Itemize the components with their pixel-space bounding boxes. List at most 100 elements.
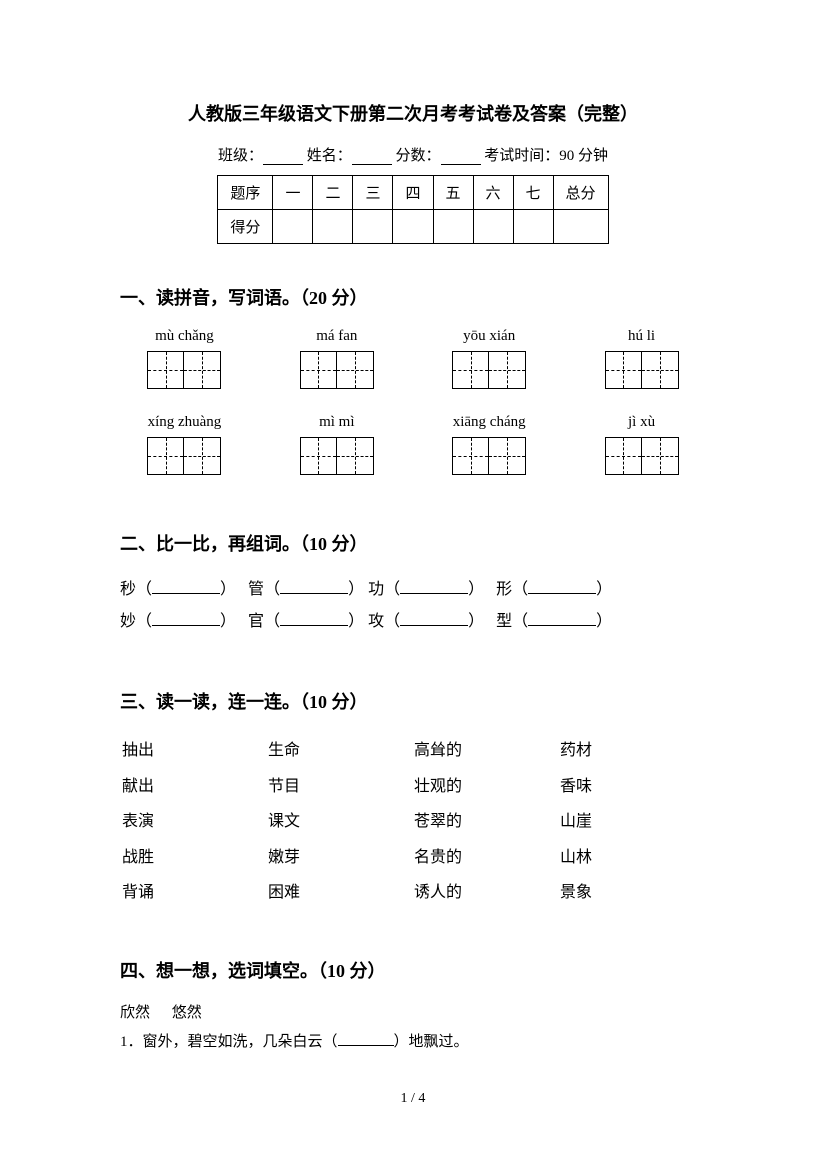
name-label: 姓名： bbox=[307, 148, 352, 164]
header-cell: 四 bbox=[393, 176, 433, 210]
pinyin-item: xíng zhuàng bbox=[120, 414, 249, 475]
match-cell: 表演 bbox=[122, 805, 266, 839]
page-footer: 1 / 4 bbox=[120, 1091, 706, 1107]
score-row-label: 得分 bbox=[218, 210, 273, 244]
class-label: 班级： bbox=[218, 148, 263, 164]
pinyin-item: hú li bbox=[577, 328, 706, 389]
word-option: 欣然 bbox=[120, 1005, 150, 1021]
pinyin-text: mì mì bbox=[319, 414, 354, 431]
header-cell: 六 bbox=[473, 176, 513, 210]
compare-char: 管 bbox=[248, 581, 264, 598]
char-box[interactable] bbox=[147, 351, 221, 389]
compare-char: 功 bbox=[368, 581, 384, 598]
header-cell: 总分 bbox=[553, 176, 608, 210]
blank[interactable] bbox=[152, 580, 220, 594]
section3-heading: 三、读一读，连一连。（10 分） bbox=[120, 688, 706, 714]
match-row: 献出 节目 壮观的 香味 bbox=[122, 770, 704, 804]
score-label: 分数： bbox=[396, 148, 441, 164]
header-cell: 一 bbox=[273, 176, 313, 210]
pinyin-text: yōu xián bbox=[463, 328, 515, 345]
char-box[interactable] bbox=[300, 437, 374, 475]
info-line: 班级： 姓名： 分数： 考试时间：90 分钟 bbox=[120, 144, 706, 165]
char-box[interactable] bbox=[605, 437, 679, 475]
pinyin-row-2: xíng zhuàng mì mì xiāng cháng jì xù bbox=[120, 414, 706, 475]
match-cell: 背诵 bbox=[122, 876, 266, 910]
score-cell[interactable] bbox=[473, 210, 513, 244]
pinyin-item: mù chǎng bbox=[120, 328, 249, 389]
compare-char: 型 bbox=[496, 613, 512, 630]
header-cell: 五 bbox=[433, 176, 473, 210]
match-cell: 壮观的 bbox=[414, 770, 558, 804]
score-cell[interactable] bbox=[393, 210, 433, 244]
match-row: 抽出 生命 高耸的 药材 bbox=[122, 734, 704, 768]
pinyin-text: xiāng cháng bbox=[453, 414, 526, 431]
pinyin-item: jì xù bbox=[577, 414, 706, 475]
page-title: 人教版三年级语文下册第二次月考考试卷及答案（完整） bbox=[120, 100, 706, 126]
char-box[interactable] bbox=[452, 437, 526, 475]
sentence-number: 1． bbox=[120, 1034, 143, 1050]
match-table: 抽出 生命 高耸的 药材 献出 节目 壮观的 香味 表演 课文 苍翠的 山崖 战… bbox=[120, 732, 706, 912]
sentence-1: 1．窗外，碧空如洗，几朵白云（）地飘过。 bbox=[120, 1030, 706, 1051]
match-cell: 生命 bbox=[268, 734, 412, 768]
blank[interactable] bbox=[400, 612, 468, 626]
blank[interactable] bbox=[400, 580, 468, 594]
pinyin-item: xiāng cháng bbox=[425, 414, 554, 475]
word-options: 欣然 悠然 bbox=[120, 1001, 706, 1022]
match-cell: 香味 bbox=[560, 770, 704, 804]
section2-heading: 二、比一比，再组词。（10 分） bbox=[120, 530, 706, 556]
blank[interactable] bbox=[528, 580, 596, 594]
compare-char: 妙 bbox=[120, 613, 136, 630]
match-row: 背诵 困难 诱人的 景象 bbox=[122, 876, 704, 910]
char-box[interactable] bbox=[300, 351, 374, 389]
pinyin-row-1: mù chǎng má fan yōu xián hú li bbox=[120, 328, 706, 389]
match-cell: 嫩芽 bbox=[268, 841, 412, 875]
name-blank[interactable] bbox=[352, 149, 392, 165]
score-table-header-row: 题序 一 二 三 四 五 六 七 总分 bbox=[218, 176, 608, 210]
score-cell[interactable] bbox=[513, 210, 553, 244]
match-cell: 节目 bbox=[268, 770, 412, 804]
match-cell: 名贵的 bbox=[414, 841, 558, 875]
pinyin-item: yōu xián bbox=[425, 328, 554, 389]
class-blank[interactable] bbox=[263, 149, 303, 165]
compare-char: 攻 bbox=[368, 613, 384, 630]
header-cell: 七 bbox=[513, 176, 553, 210]
blank[interactable] bbox=[338, 1032, 394, 1046]
score-cell[interactable] bbox=[433, 210, 473, 244]
section1-heading: 一、读拼音，写词语。（20 分） bbox=[120, 284, 706, 310]
pinyin-text: xíng zhuàng bbox=[148, 414, 222, 431]
compare-char: 形 bbox=[496, 581, 512, 598]
score-table: 题序 一 二 三 四 五 六 七 总分 得分 bbox=[217, 175, 608, 244]
compare-row-2: 妙（） 官（） 攻（） 型（） bbox=[120, 606, 706, 638]
compare-row-1: 秒（） 管（） 功（） 形（） bbox=[120, 574, 706, 606]
match-cell: 山崖 bbox=[560, 805, 704, 839]
score-cell[interactable] bbox=[313, 210, 353, 244]
header-cell: 二 bbox=[313, 176, 353, 210]
pinyin-text: mù chǎng bbox=[155, 328, 214, 345]
blank[interactable] bbox=[280, 580, 348, 594]
match-cell: 山林 bbox=[560, 841, 704, 875]
compare-char: 官 bbox=[248, 613, 264, 630]
score-blank[interactable] bbox=[441, 149, 481, 165]
score-cell[interactable] bbox=[273, 210, 313, 244]
char-box[interactable] bbox=[147, 437, 221, 475]
char-box[interactable] bbox=[452, 351, 526, 389]
match-cell: 高耸的 bbox=[414, 734, 558, 768]
score-cell[interactable] bbox=[353, 210, 393, 244]
pinyin-item: má fan bbox=[272, 328, 401, 389]
pinyin-item: mì mì bbox=[272, 414, 401, 475]
sentence-after: ）地飘过。 bbox=[394, 1034, 469, 1050]
section4-heading: 四、想一想，选词填空。（10 分） bbox=[120, 957, 706, 983]
pinyin-text: hú li bbox=[628, 328, 655, 345]
blank[interactable] bbox=[528, 612, 596, 626]
header-cell: 题序 bbox=[218, 176, 273, 210]
blank[interactable] bbox=[280, 612, 348, 626]
char-box[interactable] bbox=[605, 351, 679, 389]
match-cell: 苍翠的 bbox=[414, 805, 558, 839]
pinyin-text: jì xù bbox=[628, 414, 655, 431]
match-cell: 困难 bbox=[268, 876, 412, 910]
blank[interactable] bbox=[152, 612, 220, 626]
match-cell: 诱人的 bbox=[414, 876, 558, 910]
score-cell[interactable] bbox=[553, 210, 608, 244]
match-cell: 抽出 bbox=[122, 734, 266, 768]
score-table-score-row: 得分 bbox=[218, 210, 608, 244]
